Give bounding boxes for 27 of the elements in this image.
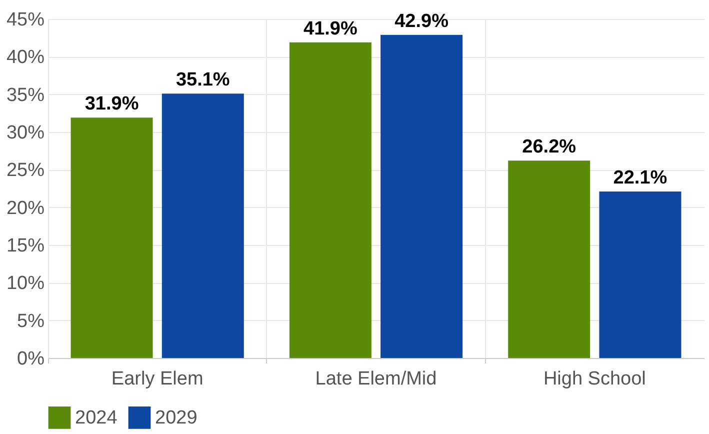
y-tick-label: 25% bbox=[6, 160, 45, 182]
bar bbox=[70, 118, 153, 358]
bar bbox=[162, 94, 244, 358]
y-tick-label: 0% bbox=[17, 348, 45, 370]
bar bbox=[599, 192, 682, 358]
text: 41.9% bbox=[304, 18, 358, 40]
bar bbox=[508, 160, 590, 358]
text: 31.9% bbox=[84, 94, 139, 115]
x-tick-label: Late Elem/Mid bbox=[315, 368, 437, 390]
y-tick-label: 45% bbox=[6, 10, 45, 30]
legend-label: 2029 bbox=[155, 408, 198, 429]
y-tick-label: 20% bbox=[6, 198, 45, 219]
y-tick-label: 15% bbox=[6, 236, 45, 256]
text: 22.1% bbox=[613, 168, 668, 189]
x-tick-label: High School bbox=[543, 368, 646, 390]
y-tick-label: 35% bbox=[6, 84, 45, 106]
y-tick-label: 40% bbox=[6, 47, 45, 68]
x-tick-label: Early Elem bbox=[111, 368, 204, 390]
y-tick-label: 5% bbox=[17, 310, 45, 332]
text: 35.1% bbox=[176, 70, 230, 91]
text: 42.9% bbox=[394, 10, 448, 32]
text: 26.2% bbox=[522, 136, 576, 158]
bar bbox=[380, 34, 463, 358]
bar bbox=[289, 42, 372, 358]
y-tick-label: 10% bbox=[6, 273, 45, 294]
legend-label: 2024 bbox=[75, 408, 118, 429]
y-tick-label: 30% bbox=[6, 122, 45, 144]
